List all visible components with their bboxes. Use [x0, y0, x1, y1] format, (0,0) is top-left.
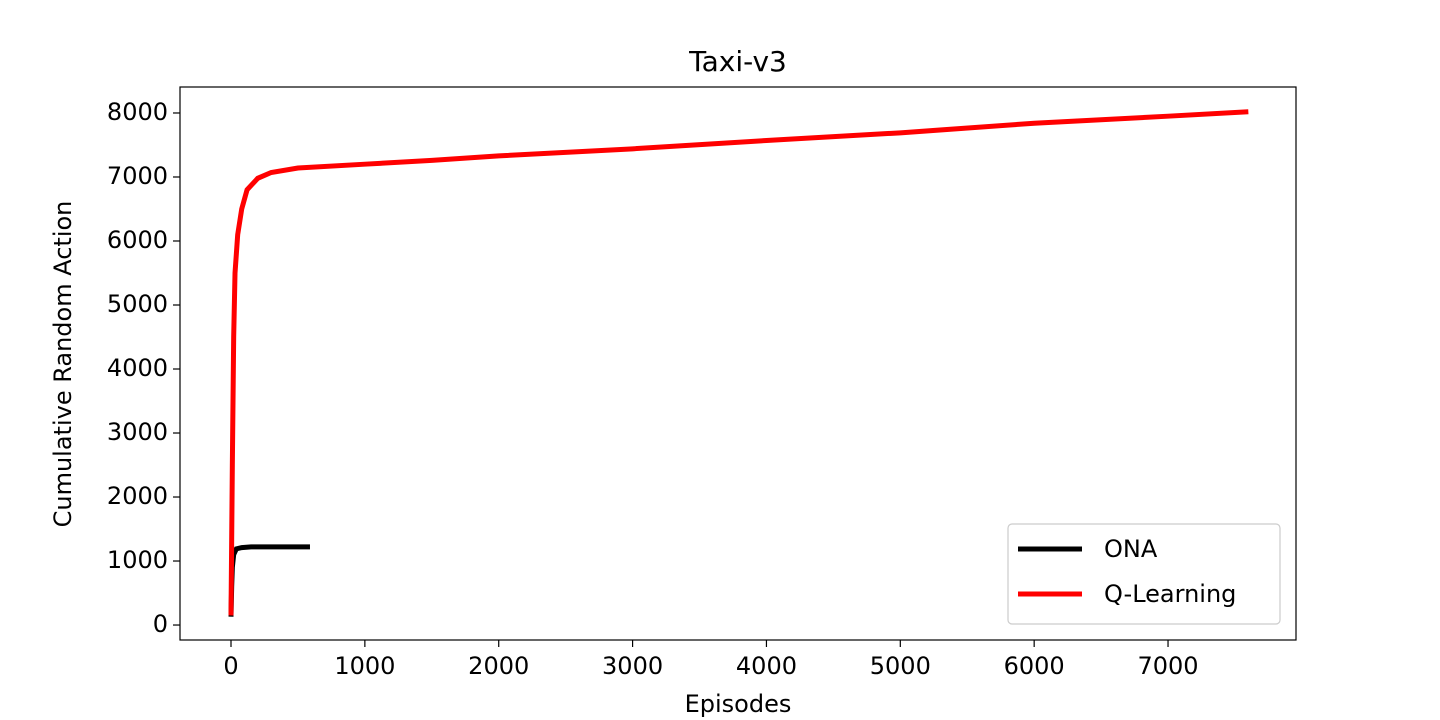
- plot-frame: [179, 86, 1297, 641]
- y-tick-label: 5000: [107, 290, 168, 318]
- y-axis-label: Cumulative Random Action: [49, 201, 77, 528]
- x-tick-label: 3000: [602, 652, 663, 680]
- x-tick-label: 2000: [468, 652, 529, 680]
- x-tick-label: 1000: [334, 652, 395, 680]
- x-tick-label: 5000: [870, 652, 931, 680]
- x-tick-label: 6000: [1004, 652, 1065, 680]
- y-tick-label: 7000: [107, 162, 168, 190]
- legend-label: Q-Learning: [1104, 580, 1236, 608]
- y-tick-label: 0: [153, 610, 168, 638]
- y-tick-label: 4000: [107, 354, 168, 382]
- y-tick-label: 1000: [107, 546, 168, 574]
- y-tick-label: 6000: [107, 226, 168, 254]
- x-tick-label: 4000: [736, 652, 797, 680]
- y-tick-label: 3000: [107, 418, 168, 446]
- x-tick-label: 7000: [1137, 652, 1198, 680]
- y-tick-label: 8000: [107, 98, 168, 126]
- x-tick-label: 0: [223, 652, 238, 680]
- y-tick-label: 2000: [107, 482, 168, 510]
- series-line: [228, 109, 1249, 616]
- x-axis-label: Episodes: [685, 690, 792, 718]
- chart-title: Taxi-v3: [688, 45, 787, 78]
- legend-label: ONA: [1104, 535, 1158, 563]
- series-line: [228, 544, 310, 617]
